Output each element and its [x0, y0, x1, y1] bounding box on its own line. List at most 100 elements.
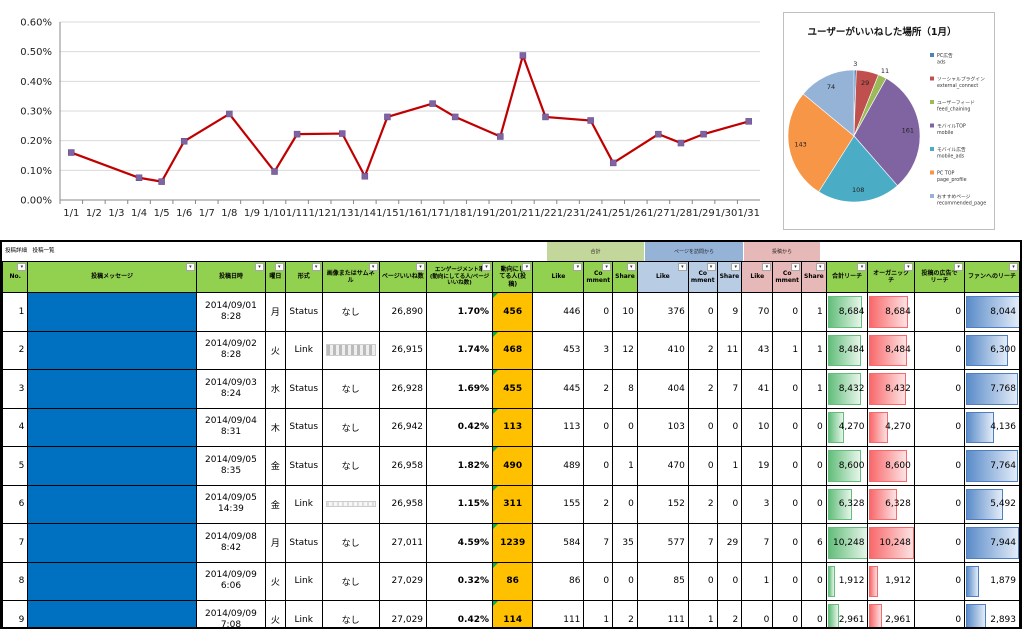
- cell-total-like[interactable]: 453: [532, 330, 585, 370]
- cell-page-like[interactable]: 470: [636, 446, 689, 486]
- cell-page-like[interactable]: 103: [636, 407, 689, 447]
- cell-message[interactable]: [27, 600, 197, 627]
- filter-dropdown-icon[interactable]: ▾: [857, 263, 867, 271]
- cell-total-like[interactable]: 446: [532, 292, 585, 332]
- cell-total-comment[interactable]: 0: [583, 407, 614, 447]
- cell-post-comment[interactable]: 0: [772, 561, 803, 601]
- cell-post-like[interactable]: 7: [741, 523, 774, 563]
- col-header-post-like[interactable]: Like ▾: [741, 261, 774, 293]
- cell-page-share[interactable]: 0: [716, 407, 743, 447]
- filter-dropdown-icon[interactable]: ▾: [185, 263, 195, 271]
- cell-weekday[interactable]: 月: [265, 292, 286, 332]
- cell-datetime[interactable]: 2014/09/02 8:28: [195, 330, 267, 370]
- cell-total-reach[interactable]: 6,328: [825, 484, 869, 524]
- cell-message[interactable]: [27, 330, 197, 370]
- filter-dropdown-icon[interactable]: ▾: [416, 263, 426, 271]
- col-header-talking[interactable]: 動向にし てる人(投稿) ▾: [491, 261, 534, 293]
- cell-datetime[interactable]: 2014/09/04 8:31: [195, 407, 267, 447]
- cell-organic-reach[interactable]: 10,248: [867, 523, 915, 563]
- cell-total-reach[interactable]: 8,600: [825, 446, 869, 486]
- cell-post-like[interactable]: 70: [741, 292, 774, 332]
- col-header-fan-reach[interactable]: ファンへのリーチ ▾: [964, 261, 1020, 293]
- cell-post-comment[interactable]: 0: [772, 484, 803, 524]
- cell-engagement[interactable]: 0.42%: [426, 407, 493, 447]
- cell-post-like[interactable]: 1: [741, 561, 774, 601]
- cell-ad-reach[interactable]: 0: [913, 561, 966, 601]
- cell-page-likes[interactable]: 27,011: [378, 523, 428, 563]
- cell-total-share[interactable]: 35: [612, 523, 638, 563]
- filter-dropdown-icon[interactable]: ▾: [522, 263, 532, 271]
- cell-no[interactable]: 9: [2, 600, 29, 627]
- cell-talking[interactable]: 455: [491, 369, 534, 409]
- cell-datetime[interactable]: 2014/09/05 8:35: [195, 446, 267, 486]
- cell-image[interactable]: なし: [321, 407, 380, 447]
- filter-dropdown-icon[interactable]: ▾: [731, 263, 741, 271]
- cell-total-like[interactable]: 489: [532, 446, 585, 486]
- cell-total-like[interactable]: 155: [532, 484, 585, 524]
- cell-post-share[interactable]: 0: [801, 446, 827, 486]
- cell-no[interactable]: 3: [2, 369, 29, 409]
- cell-post-comment[interactable]: 0: [772, 600, 803, 627]
- cell-organic-reach[interactable]: 8,484: [867, 330, 915, 370]
- col-header-page-likes[interactable]: ページいいね数 ▾: [378, 261, 428, 293]
- col-header-ad-reach[interactable]: 投稿の広告で リーチ ▾: [913, 261, 966, 293]
- cell-image[interactable]: なし: [321, 523, 380, 563]
- cell-page-like[interactable]: 376: [636, 292, 689, 332]
- cell-fan-reach[interactable]: 5,492: [964, 484, 1020, 524]
- cell-engagement[interactable]: 1.70%: [426, 292, 493, 332]
- cell-image[interactable]: なし: [321, 369, 380, 409]
- cell-ad-reach[interactable]: 0: [913, 292, 966, 332]
- cell-fan-reach[interactable]: 8,044: [964, 292, 1020, 332]
- col-header-page-comment[interactable]: Co mment ▾: [687, 261, 718, 293]
- cell-datetime[interactable]: 2014/09/03 8:24: [195, 369, 267, 409]
- filter-dropdown-icon[interactable]: ▾: [573, 263, 583, 271]
- cell-total-share[interactable]: 1: [612, 446, 638, 486]
- cell-post-comment[interactable]: 0: [772, 523, 803, 563]
- cell-format[interactable]: Status: [284, 407, 323, 447]
- cell-page-comment[interactable]: 2: [687, 369, 718, 409]
- cell-image[interactable]: なし: [321, 446, 380, 486]
- filter-dropdown-icon[interactable]: ▾: [368, 263, 378, 271]
- cell-post-share[interactable]: 1: [801, 330, 827, 370]
- cell-page-share[interactable]: 29: [716, 523, 743, 563]
- cell-total-comment[interactable]: 2: [583, 484, 614, 524]
- cell-total-reach[interactable]: 4,270: [825, 407, 869, 447]
- col-header-message[interactable]: 投稿メッセージ ▾: [27, 261, 197, 293]
- cell-total-share[interactable]: 0: [612, 484, 638, 524]
- cell-fan-reach[interactable]: 6,300: [964, 330, 1020, 370]
- cell-format[interactable]: Status: [284, 292, 323, 332]
- cell-post-like[interactable]: 41: [741, 369, 774, 409]
- filter-dropdown-icon[interactable]: ▾: [602, 263, 612, 271]
- cell-no[interactable]: 6: [2, 484, 29, 524]
- cell-weekday[interactable]: 金: [265, 484, 286, 524]
- cell-weekday[interactable]: 火: [265, 561, 286, 601]
- cell-fan-reach[interactable]: 2,893: [964, 600, 1020, 627]
- cell-page-likes[interactable]: 26,958: [378, 446, 428, 486]
- cell-total-share[interactable]: 8: [612, 369, 638, 409]
- cell-organic-reach[interactable]: 1,912: [867, 561, 915, 601]
- cell-post-comment[interactable]: 0: [772, 369, 803, 409]
- cell-page-share[interactable]: 0: [716, 484, 743, 524]
- cell-image[interactable]: なし: [321, 600, 380, 627]
- cell-total-like[interactable]: 113: [532, 407, 585, 447]
- cell-message[interactable]: [27, 369, 197, 409]
- col-header-total-reach[interactable]: 合計リーチ ▾: [825, 261, 869, 293]
- filter-dropdown-icon[interactable]: ▾: [706, 263, 716, 271]
- cell-total-reach[interactable]: 10,248: [825, 523, 869, 563]
- cell-page-likes[interactable]: 27,029: [378, 600, 428, 627]
- cell-post-share[interactable]: 0: [801, 561, 827, 601]
- filter-dropdown-icon[interactable]: ▾: [762, 263, 772, 271]
- cell-total-like[interactable]: 111: [532, 600, 585, 627]
- cell-format[interactable]: Status: [284, 523, 323, 563]
- cell-page-comment[interactable]: 2: [687, 484, 718, 524]
- cell-total-comment[interactable]: 2: [583, 369, 614, 409]
- cell-total-reach[interactable]: 8,432: [825, 369, 869, 409]
- cell-total-share[interactable]: 10: [612, 292, 638, 332]
- cell-post-like[interactable]: 19: [741, 446, 774, 486]
- cell-page-like[interactable]: 111: [636, 600, 689, 627]
- cell-page-comment[interactable]: 7: [687, 523, 718, 563]
- cell-engagement[interactable]: 0.42%: [426, 600, 493, 627]
- col-header-page-like[interactable]: Like ▾: [636, 261, 689, 293]
- cell-page-share[interactable]: 2: [716, 600, 743, 627]
- cell-page-like[interactable]: 152: [636, 484, 689, 524]
